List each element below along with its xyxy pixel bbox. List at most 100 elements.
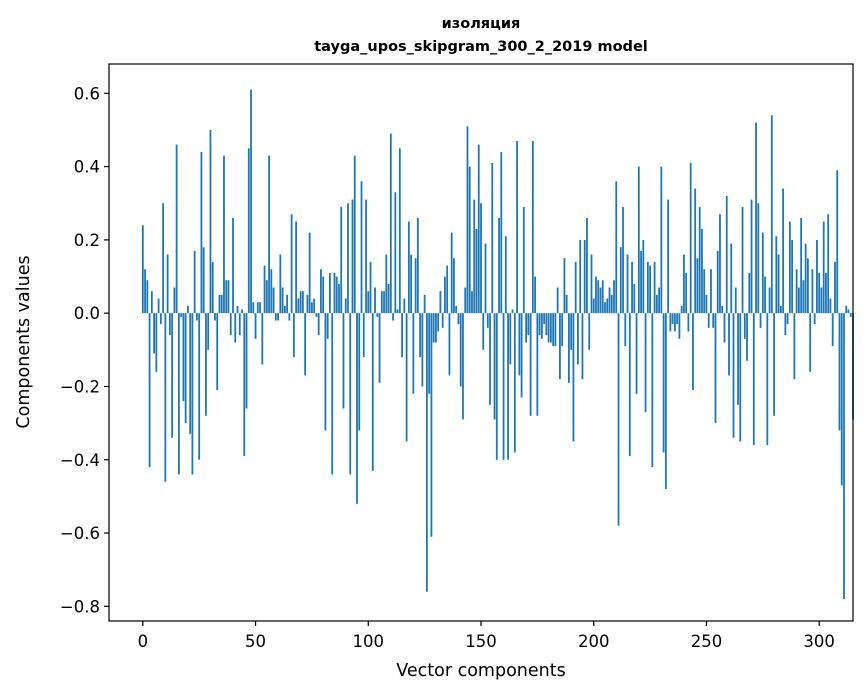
bar [752, 313, 755, 446]
bar [843, 313, 845, 600]
bar [175, 144, 178, 314]
bar [247, 148, 250, 314]
bar [782, 188, 785, 314]
bar [759, 313, 762, 328]
bar [371, 313, 374, 471]
bar [500, 151, 503, 314]
bar [660, 166, 663, 314]
chart-subtitle: tayga_upos_skipgram_300_2_2019 model [314, 39, 648, 55]
bar [768, 287, 771, 314]
bar [419, 313, 422, 358]
bar [563, 258, 566, 314]
bar [155, 313, 158, 372]
bar [153, 313, 155, 354]
bar [748, 272, 751, 314]
bar [191, 313, 194, 475]
bar [252, 302, 255, 314]
bar [171, 313, 174, 438]
bar [554, 313, 557, 347]
bar [816, 239, 818, 314]
bar [207, 313, 210, 350]
bar [559, 313, 561, 380]
bar [707, 313, 710, 328]
bar [448, 313, 451, 376]
bar [583, 239, 586, 314]
bar [209, 129, 212, 314]
bar [324, 313, 327, 431]
bar [297, 298, 300, 314]
bar [651, 313, 654, 468]
bar [477, 144, 480, 314]
bar [574, 261, 577, 314]
bar [243, 313, 246, 457]
bar [664, 313, 667, 490]
bar [678, 313, 681, 339]
y-axis-ticks: 0.6 0.4 0.2 0.0 −0.2 −0.4 −0.6 −0.8 [60, 84, 109, 616]
bar [646, 261, 649, 314]
bar [464, 287, 467, 314]
bar [486, 313, 489, 328]
bar [453, 258, 455, 314]
bar [268, 155, 270, 314]
bar [804, 243, 807, 314]
bar [608, 287, 611, 314]
bar [552, 313, 555, 347]
bar [644, 313, 647, 413]
bar [351, 199, 354, 314]
bar [347, 203, 349, 314]
bar [450, 232, 453, 314]
bar [637, 166, 640, 314]
bar [692, 313, 694, 391]
bar [459, 313, 462, 387]
bar [283, 305, 286, 314]
bar [586, 217, 588, 314]
bar [335, 276, 338, 314]
bar [482, 313, 485, 350]
bar [730, 243, 733, 314]
bar [509, 313, 512, 365]
bar [766, 313, 769, 446]
y-tick-label: −0.8 [60, 597, 100, 616]
y-tick-label: 0.0 [74, 304, 100, 323]
bar [265, 280, 268, 314]
bar [716, 250, 719, 314]
bar [788, 221, 791, 314]
bar [232, 217, 234, 314]
y-tick-label: −0.6 [60, 524, 100, 543]
bar [797, 287, 800, 314]
bar [687, 313, 690, 332]
bar [588, 313, 591, 350]
bar [572, 313, 575, 442]
bar [250, 89, 252, 314]
bar [599, 287, 602, 314]
bar [604, 302, 606, 314]
bar [164, 313, 167, 482]
bar [378, 313, 381, 383]
bar [322, 276, 325, 314]
bar [633, 283, 636, 314]
bar [254, 313, 257, 339]
bar [468, 166, 471, 314]
bar [579, 239, 582, 314]
bar [755, 122, 757, 314]
bar [180, 313, 183, 317]
bar [198, 313, 201, 460]
bar [761, 232, 764, 314]
y-tick-label: −0.4 [60, 451, 100, 470]
bar [238, 313, 241, 336]
bar [493, 313, 496, 420]
bar [743, 313, 746, 339]
bar [642, 239, 645, 314]
bar [581, 313, 584, 380]
bar [592, 298, 595, 314]
bar [146, 280, 149, 314]
bar [425, 313, 428, 592]
chart-title: изоляция [442, 16, 521, 32]
x-axis-label: Vector components [396, 661, 565, 681]
bar [822, 221, 825, 314]
bar [166, 254, 169, 314]
bar [737, 313, 739, 405]
bar [705, 294, 708, 314]
bar [669, 313, 672, 332]
